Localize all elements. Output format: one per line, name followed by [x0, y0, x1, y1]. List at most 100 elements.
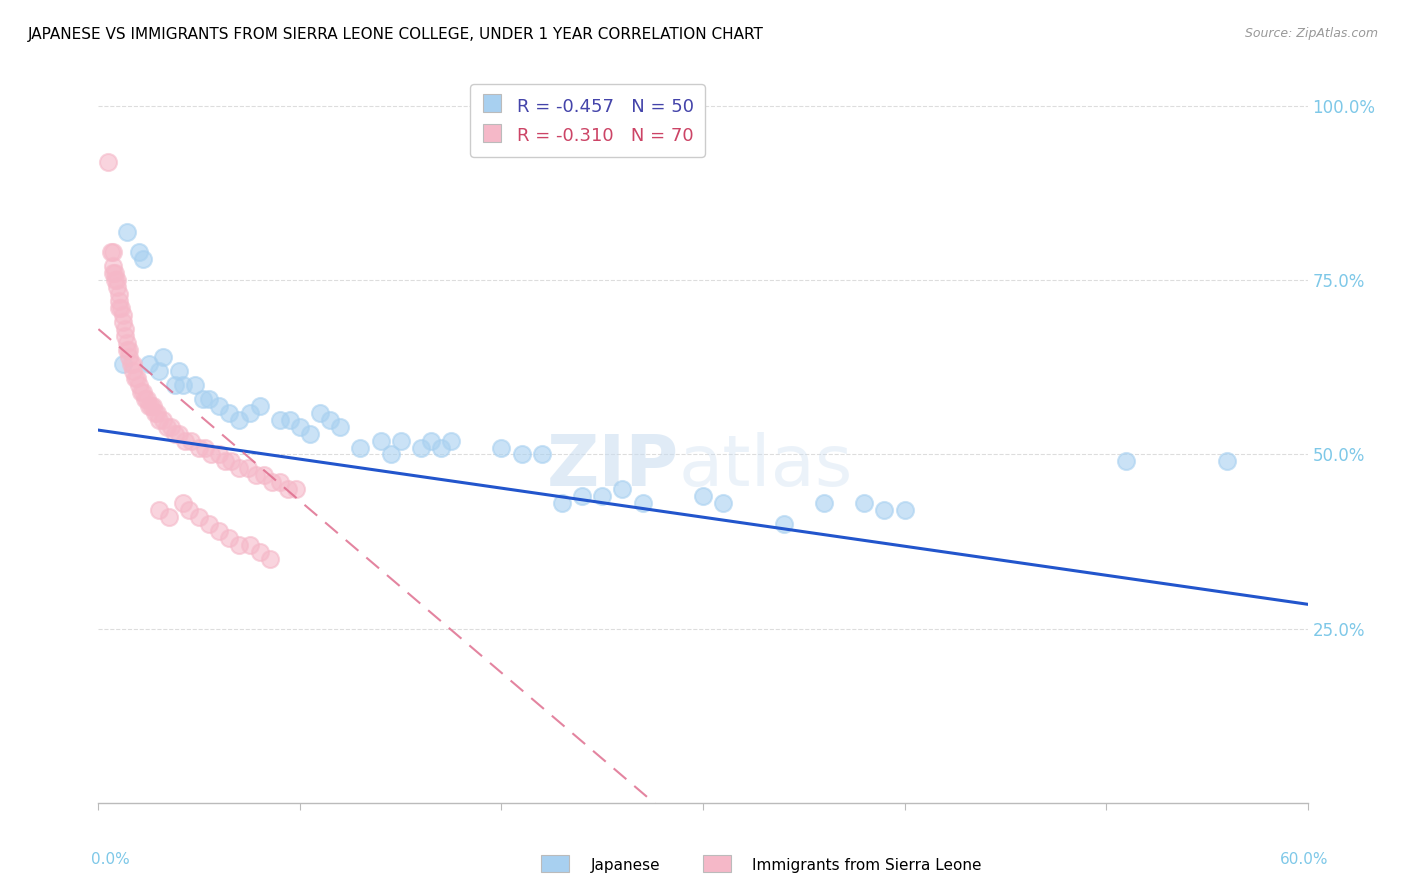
Text: 60.0%: 60.0% [1281, 852, 1329, 867]
Point [163, 426, 186, 441]
Point [288, 419, 311, 434]
Point [193, 392, 215, 406]
Legend: R = -0.457   N = 50, R = -0.310   N = 70: R = -0.457 N = 50, R = -0.310 N = 70 [470, 84, 704, 157]
Point [172, 377, 194, 392]
Point [309, 406, 332, 420]
Point [103, 266, 125, 280]
Point [132, 252, 155, 267]
Point [1115, 454, 1137, 468]
Point [692, 489, 714, 503]
Point [319, 412, 342, 426]
Point [389, 434, 412, 448]
Point [420, 434, 443, 448]
Point [813, 496, 835, 510]
Point [510, 448, 533, 462]
Point [188, 441, 211, 455]
Point [148, 364, 170, 378]
Point [228, 461, 250, 475]
Point [208, 524, 231, 538]
Point [101, 245, 124, 260]
Point [194, 441, 217, 455]
Point [138, 357, 160, 371]
Point [278, 412, 301, 426]
Point [218, 406, 240, 420]
Point [148, 412, 170, 426]
Point [772, 517, 794, 532]
Point [110, 301, 132, 316]
Point [430, 441, 453, 455]
Point [148, 503, 170, 517]
Point [239, 538, 262, 552]
Point [198, 517, 221, 532]
Point [111, 308, 134, 322]
Point [873, 503, 896, 517]
Point [107, 301, 129, 316]
Point [167, 426, 190, 441]
Point [174, 434, 197, 448]
Point [249, 399, 271, 413]
Point [440, 434, 463, 448]
Point [245, 468, 267, 483]
Point [269, 475, 291, 490]
Point [893, 503, 915, 517]
Point [100, 245, 122, 260]
Point [124, 371, 146, 385]
Point [491, 441, 513, 455]
Point [134, 392, 156, 406]
Point [711, 496, 734, 510]
Point [179, 503, 201, 517]
Point [260, 475, 283, 490]
Point [208, 448, 231, 462]
Point [188, 510, 211, 524]
Point [370, 434, 392, 448]
Point [571, 489, 593, 503]
Point [135, 392, 157, 406]
Point [152, 412, 174, 426]
Point [138, 399, 160, 413]
Point [259, 552, 281, 566]
Point [156, 419, 179, 434]
Text: 0.0%: 0.0% [91, 852, 131, 867]
Point [167, 364, 190, 378]
Point [239, 406, 262, 420]
Point [253, 468, 276, 483]
Point [121, 357, 143, 371]
Point [299, 426, 322, 441]
Point [180, 434, 202, 448]
Point [105, 280, 128, 294]
Point [115, 225, 138, 239]
Point [228, 412, 250, 426]
Point [380, 448, 402, 462]
Point [101, 260, 124, 274]
Point [118, 350, 141, 364]
Point [551, 496, 574, 510]
Point [269, 412, 291, 426]
Text: ZIP: ZIP [547, 432, 679, 500]
Point [132, 384, 155, 399]
Text: Japanese: Japanese [591, 858, 661, 873]
Point [349, 441, 371, 455]
Point [160, 419, 183, 434]
Text: Source: ZipAtlas.com: Source: ZipAtlas.com [1244, 27, 1378, 40]
Point [118, 343, 141, 357]
Point [125, 371, 148, 385]
Text: JAPANESE VS IMMIGRANTS FROM SIERRA LEONE COLLEGE, UNDER 1 YEAR CORRELATION CHART: JAPANESE VS IMMIGRANTS FROM SIERRA LEONE… [28, 27, 763, 42]
Point [121, 364, 143, 378]
Point [221, 454, 243, 468]
Point [277, 483, 299, 497]
Point [120, 357, 142, 371]
Point [142, 399, 165, 413]
Point [208, 399, 231, 413]
Point [198, 392, 221, 406]
Point [200, 448, 222, 462]
Point [114, 322, 136, 336]
Point [612, 483, 634, 497]
Point [101, 266, 124, 280]
Point [111, 315, 134, 329]
Point [128, 245, 150, 260]
Point [236, 461, 259, 475]
Point [853, 496, 876, 510]
Point [172, 496, 194, 510]
Point [146, 406, 169, 420]
Point [115, 336, 138, 351]
